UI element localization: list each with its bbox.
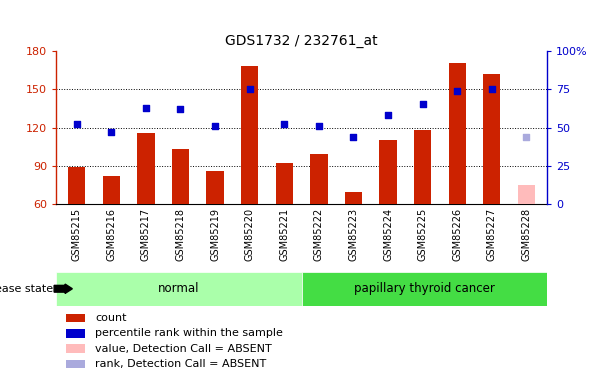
Text: GSM85220: GSM85220: [244, 208, 255, 261]
Point: [210, 123, 220, 129]
Bar: [66, 314, 85, 322]
Text: GSM85215: GSM85215: [72, 208, 81, 261]
Text: GSM85219: GSM85219: [210, 208, 220, 261]
Bar: [68, 167, 85, 204]
Point: [176, 106, 185, 112]
Bar: [103, 176, 120, 204]
Text: GSM85223: GSM85223: [348, 208, 359, 261]
Text: rank, Detection Call = ABSENT: rank, Detection Call = ABSENT: [95, 359, 266, 369]
Text: GSM85225: GSM85225: [418, 208, 427, 261]
Point: [418, 101, 427, 107]
Bar: [172, 149, 189, 204]
Bar: [483, 74, 500, 204]
Bar: [345, 192, 362, 204]
Point: [314, 123, 323, 129]
Text: GSM85216: GSM85216: [106, 208, 116, 261]
Bar: [137, 133, 154, 204]
Bar: [241, 66, 258, 204]
Title: GDS1732 / 232761_at: GDS1732 / 232761_at: [225, 34, 378, 48]
Bar: [518, 185, 535, 204]
Point: [383, 112, 393, 118]
Point: [487, 86, 497, 92]
Bar: [275, 164, 293, 204]
Bar: [379, 140, 396, 204]
Text: GSM85228: GSM85228: [522, 208, 531, 261]
Bar: [449, 63, 466, 204]
Text: count: count: [95, 313, 126, 323]
Point: [72, 122, 81, 128]
Text: value, Detection Call = ABSENT: value, Detection Call = ABSENT: [95, 344, 272, 354]
Text: GSM85217: GSM85217: [141, 208, 151, 261]
Point: [106, 129, 116, 135]
Point: [348, 134, 358, 140]
Point: [452, 88, 462, 94]
Bar: [310, 154, 328, 204]
Bar: [302, 272, 547, 306]
Point: [141, 105, 151, 111]
Text: percentile rank within the sample: percentile rank within the sample: [95, 328, 283, 338]
Text: GSM85218: GSM85218: [176, 208, 185, 261]
Text: GSM85221: GSM85221: [279, 208, 289, 261]
Text: GSM85227: GSM85227: [487, 208, 497, 261]
Bar: [66, 360, 85, 368]
Text: disease state: disease state: [0, 284, 53, 294]
Text: normal: normal: [158, 282, 199, 295]
Bar: [66, 329, 85, 338]
Text: papillary thyroid cancer: papillary thyroid cancer: [354, 282, 495, 295]
Point: [245, 86, 255, 92]
Text: GSM85222: GSM85222: [314, 208, 324, 261]
Bar: [207, 171, 224, 204]
Bar: [414, 130, 431, 204]
Bar: [66, 345, 85, 353]
Text: GSM85226: GSM85226: [452, 208, 462, 261]
Text: GSM85224: GSM85224: [383, 208, 393, 261]
Point: [522, 134, 531, 140]
Point: [280, 122, 289, 128]
Bar: [56, 272, 302, 306]
